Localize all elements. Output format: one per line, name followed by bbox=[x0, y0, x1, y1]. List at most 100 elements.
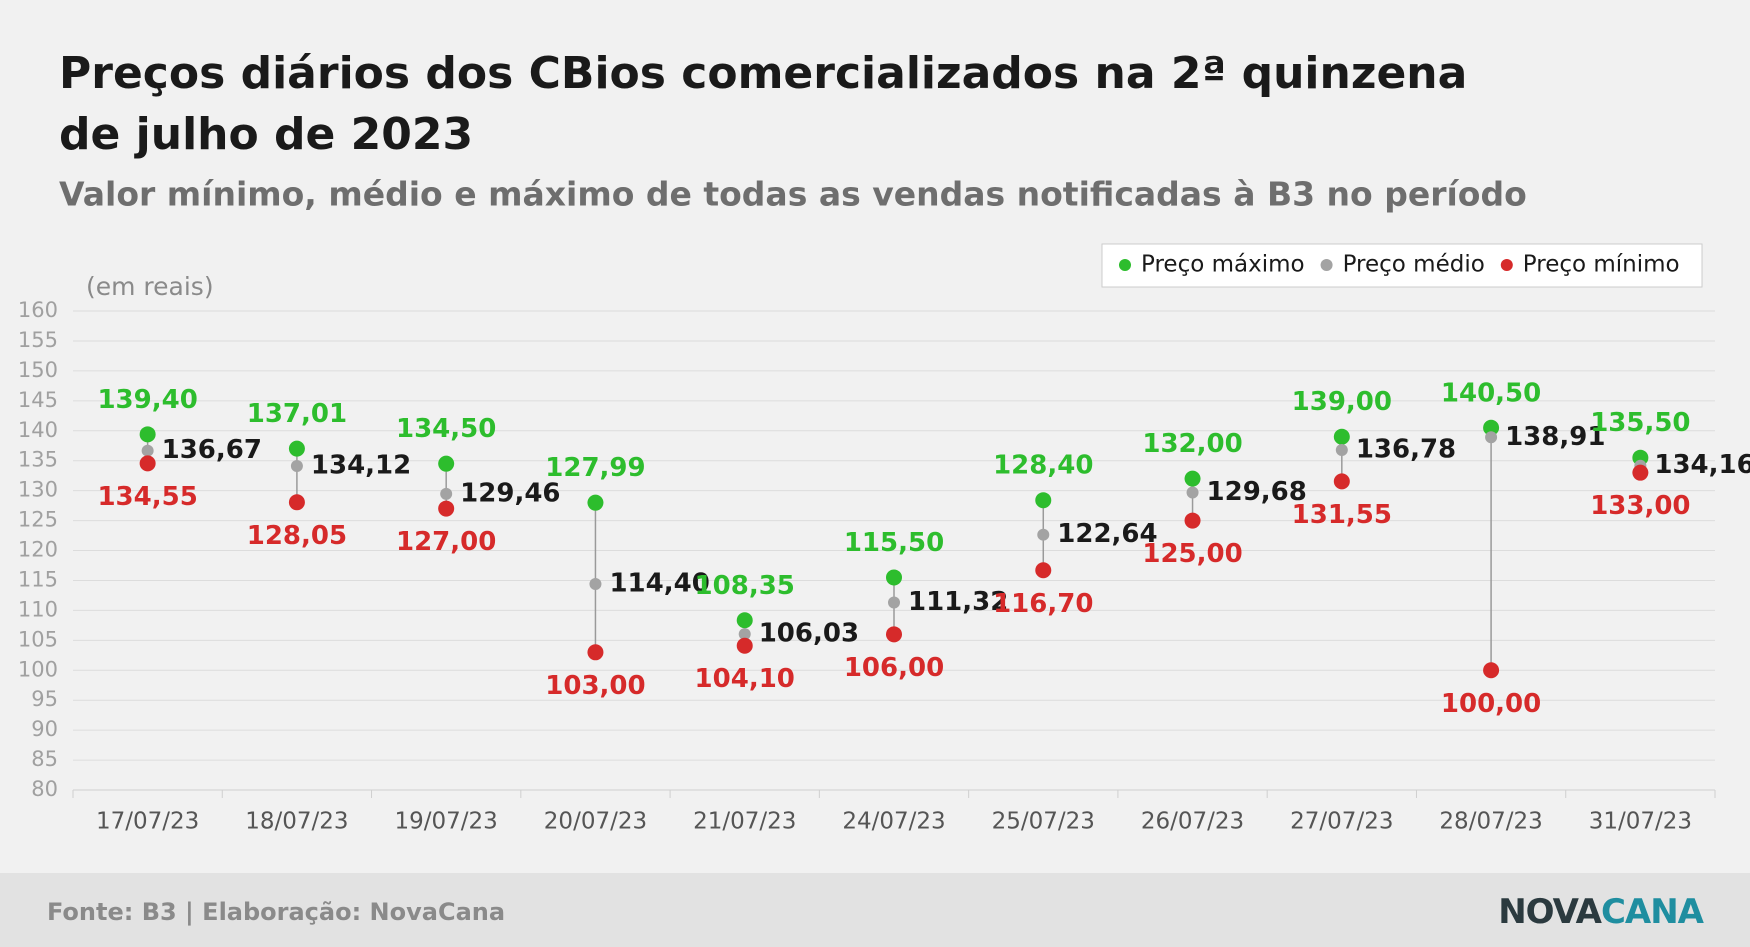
data-label: 104,10 bbox=[695, 664, 795, 694]
y-tick-label: 135 bbox=[18, 448, 58, 472]
dot bbox=[438, 455, 455, 472]
dot bbox=[440, 487, 453, 500]
data-label: 111,32 bbox=[908, 587, 1008, 617]
legend-label: Preço médio bbox=[1343, 252, 1485, 278]
x-tick-label: 28/07/23 bbox=[1439, 809, 1542, 835]
dot bbox=[1186, 486, 1199, 499]
data-label: 139,40 bbox=[97, 385, 197, 415]
data-label: 106,03 bbox=[759, 619, 859, 649]
dot bbox=[589, 578, 602, 591]
logo-part: NOVA bbox=[1498, 892, 1602, 932]
x-tick-label: 18/07/23 bbox=[245, 809, 348, 835]
dot bbox=[1333, 473, 1350, 490]
background bbox=[0, 0, 1750, 873]
data-label: 134,55 bbox=[97, 482, 197, 512]
dot bbox=[1483, 419, 1500, 436]
y-tick-label: 155 bbox=[18, 328, 58, 352]
legend-box bbox=[1101, 243, 1703, 288]
data-label: 136,78 bbox=[1356, 435, 1456, 465]
x-tick-label: 19/07/23 bbox=[395, 809, 498, 835]
logo: NOVACANA bbox=[1498, 892, 1704, 932]
data-label: 127,00 bbox=[396, 527, 496, 557]
data-label: 139,00 bbox=[1292, 387, 1392, 417]
y-tick-label: 140 bbox=[18, 418, 58, 442]
data-label: 127,99 bbox=[545, 453, 645, 483]
y-tick-label: 100 bbox=[18, 657, 58, 681]
chart-title: Preços diários dos CBios comercializados… bbox=[59, 48, 1467, 99]
data-label: 125,00 bbox=[1142, 539, 1242, 569]
data-label: 128,05 bbox=[247, 521, 347, 551]
logo-part: CANA bbox=[1601, 892, 1705, 932]
data-label: 134,16 bbox=[1654, 450, 1750, 480]
data-label: 114,40 bbox=[609, 569, 709, 599]
dot bbox=[288, 440, 305, 457]
y-tick-label: 110 bbox=[18, 597, 58, 621]
dot bbox=[886, 569, 902, 586]
data-label: 108,35 bbox=[695, 571, 795, 601]
dot bbox=[738, 628, 751, 641]
dot bbox=[736, 637, 753, 654]
y-tick-label: 115 bbox=[18, 567, 58, 591]
dot bbox=[1035, 562, 1052, 579]
x-tick-label: 25/07/23 bbox=[992, 809, 1095, 835]
legend-label: Preço máximo bbox=[1141, 252, 1305, 278]
dot bbox=[438, 500, 455, 517]
footer bbox=[0, 873, 1750, 947]
y-tick-label: 105 bbox=[18, 627, 58, 651]
data-label: 116,70 bbox=[993, 589, 1093, 619]
dot bbox=[288, 494, 305, 511]
dot bbox=[1333, 428, 1350, 445]
dot bbox=[1184, 512, 1201, 529]
dot bbox=[290, 459, 303, 472]
chart-subtitle: Valor mínimo, médio e máximo de todas as… bbox=[59, 175, 1527, 214]
y-tick-label: 160 bbox=[18, 298, 58, 322]
data-label: 136,67 bbox=[162, 435, 262, 465]
y-tick-label: 145 bbox=[18, 388, 58, 412]
data-label: 138,91 bbox=[1505, 422, 1605, 452]
dot bbox=[1037, 528, 1050, 541]
dot bbox=[587, 644, 604, 661]
data-label: 134,12 bbox=[311, 450, 411, 480]
data-label: 115,50 bbox=[844, 528, 944, 558]
legend-label: Preço mínimo bbox=[1523, 252, 1680, 278]
dot bbox=[888, 596, 900, 609]
legend-marker bbox=[1320, 259, 1333, 271]
y-tick-label: 95 bbox=[31, 687, 58, 711]
data-label: 137,01 bbox=[247, 399, 347, 429]
data-label: 129,46 bbox=[460, 478, 560, 508]
x-tick-label: 24/07/23 bbox=[842, 809, 945, 835]
data-label: 103,00 bbox=[545, 671, 645, 701]
dot bbox=[587, 494, 604, 511]
data-label: 122,64 bbox=[1057, 519, 1157, 549]
dot bbox=[1632, 464, 1649, 481]
x-tick-label: 21/07/23 bbox=[693, 809, 796, 835]
x-tick-label: 17/07/23 bbox=[96, 809, 199, 835]
y-tick-label: 90 bbox=[31, 717, 58, 741]
dot bbox=[1483, 662, 1500, 679]
source: Fonte: B3 | Elaboração: NovaCana bbox=[47, 898, 505, 926]
x-tick-label: 27/07/23 bbox=[1290, 809, 1393, 835]
dot bbox=[1485, 431, 1498, 444]
data-label: 140,50 bbox=[1441, 378, 1541, 408]
data-label: 132,00 bbox=[1142, 429, 1242, 459]
legend-marker bbox=[1500, 259, 1513, 271]
dot bbox=[139, 455, 156, 472]
data-label: 135,50 bbox=[1590, 408, 1690, 438]
data-label: 128,40 bbox=[993, 451, 1093, 481]
y-tick-label: 120 bbox=[18, 538, 58, 562]
x-tick-label: 31/07/23 bbox=[1589, 809, 1692, 835]
dot bbox=[1335, 444, 1348, 457]
y-tick-label: 85 bbox=[31, 747, 58, 771]
legend-marker bbox=[1119, 259, 1131, 271]
data-label: 131,55 bbox=[1292, 500, 1392, 530]
y-tick-label: 130 bbox=[18, 478, 58, 502]
dot bbox=[141, 444, 154, 457]
chart-title: de julho de 2023 bbox=[59, 109, 473, 160]
data-label: 100,00 bbox=[1441, 689, 1541, 719]
dot bbox=[1035, 492, 1052, 509]
data-label: 129,68 bbox=[1207, 477, 1307, 507]
data-label: 106,00 bbox=[844, 653, 944, 683]
data-label: 134,50 bbox=[396, 414, 496, 444]
